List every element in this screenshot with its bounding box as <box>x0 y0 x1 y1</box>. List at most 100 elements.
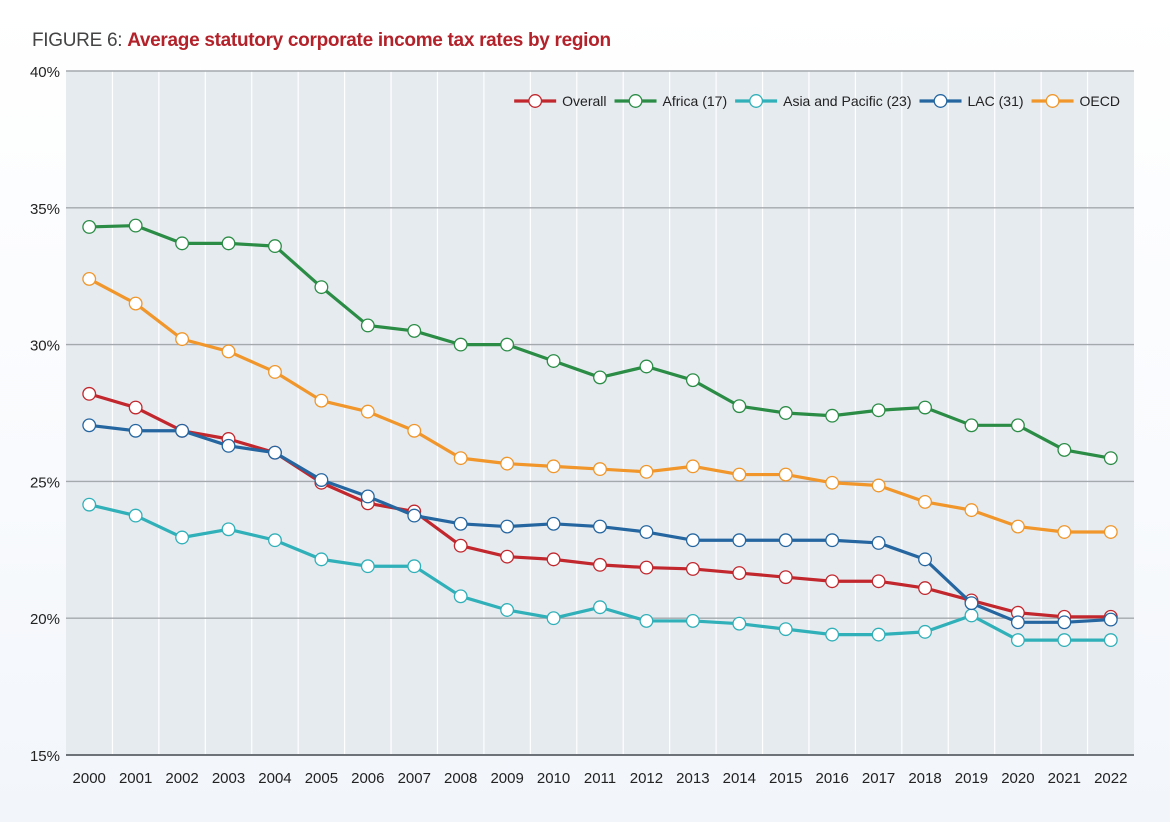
x-tick-label: 2010 <box>537 770 570 787</box>
data-point <box>732 533 747 548</box>
data-point <box>360 318 375 333</box>
data-point <box>360 404 375 419</box>
data-point <box>1057 633 1072 648</box>
data-point <box>453 538 468 553</box>
y-tick-label: 20% <box>30 611 60 628</box>
data-point <box>314 473 329 487</box>
data-point <box>778 533 793 548</box>
x-tick-label: 2008 <box>444 770 477 787</box>
data-point <box>593 462 607 477</box>
data-point <box>546 552 561 567</box>
data-point <box>871 627 886 642</box>
y-tick-label: 35% <box>30 201 60 218</box>
legend-marker-icon <box>528 94 543 108</box>
data-point <box>825 574 840 589</box>
data-point <box>825 408 840 423</box>
data-point <box>639 525 654 539</box>
legend-marker-icon <box>1045 94 1060 108</box>
legend-marker-icon <box>933 94 948 108</box>
legend-item: OECD <box>1031 93 1120 109</box>
data-point <box>175 423 190 438</box>
data-point <box>128 423 143 438</box>
data-point <box>639 560 654 575</box>
data-point <box>175 236 190 251</box>
data-point <box>360 489 375 504</box>
series-lines <box>82 218 1118 648</box>
legend-marker-icon <box>628 94 643 108</box>
x-tick-label: 2002 <box>165 770 198 787</box>
y-axis-ticks: 15% 20% 25% 30% 35% 40% <box>30 64 60 765</box>
data-point <box>871 574 886 589</box>
x-tick-label: 2007 <box>398 770 431 787</box>
data-point <box>593 370 607 385</box>
x-tick-label: 2006 <box>351 770 384 787</box>
data-point <box>685 373 700 388</box>
data-point <box>918 400 932 415</box>
x-tick-label: 2013 <box>676 770 709 787</box>
data-point <box>500 456 515 471</box>
x-tick-label: 2014 <box>723 770 756 787</box>
y-tick-label: 40% <box>30 64 60 81</box>
x-tick-label: 2011 <box>584 770 616 787</box>
x-tick-label: 2012 <box>630 770 663 787</box>
x-axis-ticks: 2000 2001 2002 2003 2004 2005 2006 2007 2008 2009… <box>73 770 1128 787</box>
x-tick-label: 2003 <box>212 770 245 787</box>
data-point <box>871 536 886 550</box>
data-point <box>175 530 190 545</box>
data-point <box>639 613 654 628</box>
data-point <box>918 581 932 596</box>
data-point <box>268 365 282 379</box>
data-point <box>593 519 607 534</box>
data-point <box>1057 615 1072 630</box>
x-tick-label: 2016 <box>815 770 848 787</box>
vertical-gridlines <box>111 71 1089 755</box>
data-point <box>82 220 97 234</box>
data-point <box>918 552 932 567</box>
data-point <box>314 393 329 408</box>
data-point <box>268 445 282 460</box>
data-point <box>500 519 515 534</box>
data-point <box>593 600 607 615</box>
data-point <box>82 271 97 286</box>
figure-title-text: Average statutory corporate income tax r… <box>127 30 611 51</box>
data-point <box>964 596 979 611</box>
data-point <box>778 622 793 637</box>
data-point <box>128 400 143 415</box>
data-point <box>732 399 747 414</box>
legend-item: Asia and Pacific (23) <box>735 93 912 109</box>
legend-label: LAC (31) <box>968 93 1024 109</box>
legend-label: Asia and Pacific (23) <box>783 93 911 109</box>
x-tick-label: 2015 <box>769 770 802 787</box>
legend-item: LAC (31) <box>919 93 1024 109</box>
data-point <box>360 559 375 574</box>
data-point <box>221 522 236 537</box>
y-tick-label: 15% <box>30 748 60 765</box>
x-tick-label: 2005 <box>305 770 338 787</box>
legend: Overall Africa (17) Asia and Pacific (23) L… <box>514 93 1120 109</box>
data-point <box>268 533 282 548</box>
data-point <box>871 403 886 418</box>
data-point <box>964 503 979 518</box>
legend-label: Overall <box>562 93 606 109</box>
legend-label: OECD <box>1080 93 1120 109</box>
data-point <box>732 467 747 482</box>
data-point <box>1010 418 1025 433</box>
x-tick-label: 2020 <box>1001 770 1034 787</box>
data-point <box>1010 615 1025 630</box>
data-point <box>546 516 561 531</box>
y-tick-label: 30% <box>30 338 60 355</box>
data-point <box>221 438 236 453</box>
data-point <box>1057 442 1072 457</box>
data-point <box>546 611 561 626</box>
data-point <box>1103 451 1118 466</box>
data-point <box>685 533 700 548</box>
x-tick-label: 2022 <box>1094 770 1127 787</box>
data-point <box>964 608 979 623</box>
figure-number: FIGURE 6: <box>32 30 128 51</box>
series-asia-and-pacific-23 <box>82 497 1118 648</box>
y-tick-label: 25% <box>30 474 60 491</box>
data-point <box>546 459 561 474</box>
data-point <box>500 549 515 564</box>
legend-item: Africa (17) <box>614 93 727 109</box>
data-point <box>825 533 840 548</box>
